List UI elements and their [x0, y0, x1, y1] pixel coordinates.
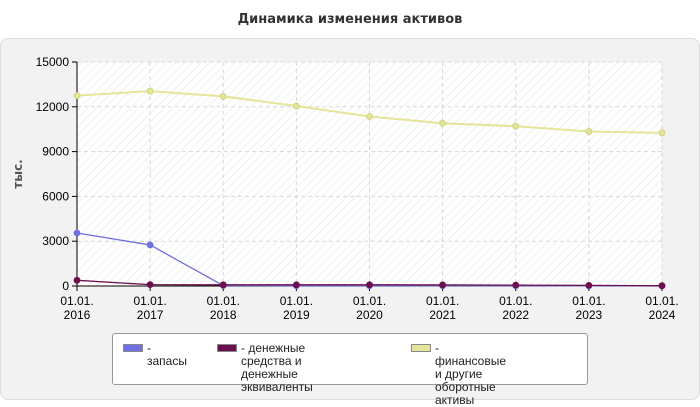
legend-swatch-financial: [411, 344, 431, 352]
data-point-0-1: [146, 87, 154, 95]
x-tick-label: 01.01. 2022: [499, 294, 532, 322]
data-point-0-2: [219, 92, 227, 100]
x-tick-label: 01.01. 2020: [353, 294, 386, 322]
data-point-0-0: [73, 92, 81, 99]
data-point-0-8: [658, 129, 666, 137]
series-lines: [73, 87, 666, 290]
data-point-0-4: [366, 113, 373, 120]
legend-label-zapasy: - запасы: [147, 341, 187, 368]
data-point-1-0: [73, 229, 81, 237]
y-tick-label: 9000: [42, 145, 69, 159]
x-tick-label: 01.01. 2021: [426, 294, 459, 322]
legend-swatch-cash: [217, 344, 237, 352]
data-point-2-4: [366, 281, 373, 289]
y-tick-label: 6000: [42, 189, 69, 203]
x-tick-label: 01.01. 2024: [645, 294, 678, 322]
data-point-2-3: [292, 281, 300, 289]
x-tick-label: 01.01. 2023: [572, 294, 605, 322]
x-tick-label: 01.01. 2018: [207, 294, 240, 322]
data-point-0-3: [292, 102, 300, 110]
chart-title: Динамика изменения активов: [237, 12, 463, 27]
legend: - запасы - денежные средства и денежные …: [112, 333, 588, 407]
y-tick-label: 0: [62, 279, 69, 293]
data-point-0-7: [585, 128, 593, 135]
y-axis-label: тыс.: [11, 159, 25, 188]
y-tick-label: 12000: [36, 100, 70, 114]
data-point-2-7: [585, 282, 593, 289]
x-tick-label: 01.01. 2017: [133, 294, 166, 322]
x-tick-label: 01.01. 2016: [60, 294, 93, 322]
legend-label-cash: - денежные средства и денежные эквивален…: [241, 341, 313, 394]
data-point-2-2: [219, 281, 227, 289]
data-point-2-1: [146, 281, 154, 289]
data-point-2-8: [658, 282, 666, 290]
data-point-2-6: [512, 281, 520, 289]
x-tick-labels: 01.01. 2016 01.01. 2017 01.01. 2018 01.01. 2019…: [60, 294, 678, 322]
data-point-0-6: [512, 122, 520, 130]
data-point-2-5: [439, 281, 447, 289]
legend-swatch-zapasy: [123, 344, 143, 352]
data-point-2-0: [73, 276, 81, 284]
y-tick-label: 15000: [36, 55, 70, 69]
y-tick-labels: 0 3000 6000 9000 12000 15000: [36, 55, 70, 293]
data-point-0-5: [439, 119, 447, 127]
data-point-1-1: [146, 241, 154, 249]
legend-label-financial: - финансовые и другие оборотные активы: [435, 341, 506, 407]
y-tick-label: 3000: [42, 234, 69, 248]
x-tick-label: 01.01. 2019: [280, 294, 313, 322]
